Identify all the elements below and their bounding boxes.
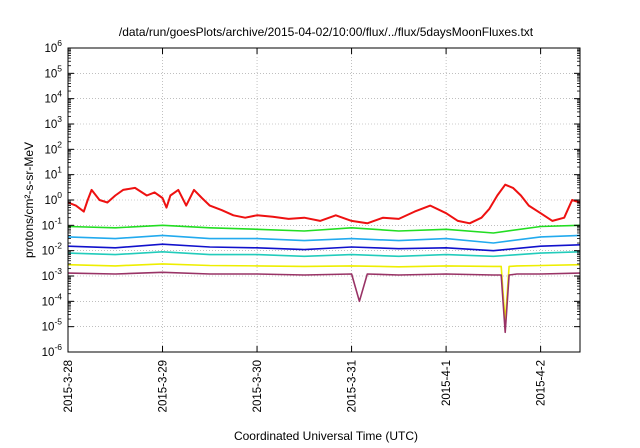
series-line-4 [67,243,581,252]
y-tick-label: 10-1 [42,215,63,232]
y-tick-label: 101 [44,165,62,182]
y-tick-base: 10 [42,347,55,359]
y-tick-base: 10 [42,246,55,258]
series-line-6 [67,263,581,324]
x-tick-label: 2015-3-28 [63,360,75,412]
y-tick-label: 10-3 [42,266,63,283]
y-tick-label: 106 [44,38,62,55]
y-tick-exponent: 4 [57,89,62,99]
y-tick-base: 10 [44,144,57,156]
y-tick-exponent: -4 [54,291,62,301]
series-line-3 [67,234,581,244]
x-tick-label: 2015-3-30 [252,360,264,412]
chart-title: /data/run/goesPlots/archive/2015-04-02/1… [119,25,534,39]
y-tick-label: 10-4 [42,291,63,308]
x-tick-label: 2015-3-29 [158,360,170,412]
y-tick-exponent: -6 [54,342,62,352]
y-tick-label: 10-2 [42,241,63,258]
y-tick-base: 10 [44,119,57,131]
y-tick-label: 10-6 [42,342,63,359]
x-tick-label: 2015-4-1 [441,360,453,406]
ticks: 10610510410310210110010-110-210-310-410-… [42,38,580,412]
y-tick-exponent: -3 [54,266,62,276]
series-line-5 [67,251,581,258]
x-axis-label: Coordinated Universal Time (UTC) [234,429,418,443]
y-tick-base: 10 [44,195,57,207]
y-tick-label: 100 [44,190,62,207]
y-tick-label: 104 [44,89,62,106]
y-tick-base: 10 [42,296,55,308]
y-tick-base: 10 [42,322,55,334]
y-tick-exponent: 1 [57,165,62,175]
y-tick-exponent: -2 [54,241,62,251]
x-tick-label: 2015-3-31 [347,360,359,412]
y-tick-exponent: 2 [57,139,62,149]
x-tick-label: 2015-4-2 [536,360,548,406]
series-line-1 [67,183,581,225]
y-tick-exponent: 6 [57,38,62,48]
y-tick-base: 10 [44,68,57,80]
series-group [67,183,581,334]
y-tick-label: 105 [44,63,62,80]
y-tick-exponent: 0 [57,190,62,200]
y-tick-label: 103 [44,114,62,131]
series-line-7 [67,271,581,334]
y-tick-label: 10-5 [42,317,63,334]
y-tick-exponent: 5 [57,63,62,73]
y-tick-exponent: -1 [54,215,62,225]
y-tick-label: 102 [44,139,62,156]
y-tick-base: 10 [44,43,57,55]
y-tick-base: 10 [42,220,55,232]
y-axis-label: protons/cm²-s-sr-MeV [22,142,36,258]
y-tick-base: 10 [44,94,57,106]
y-tick-exponent: -5 [54,317,62,327]
series-line-2 [67,224,581,234]
y-tick-exponent: 3 [57,114,62,124]
y-tick-base: 10 [44,170,57,182]
y-tick-base: 10 [42,271,55,283]
